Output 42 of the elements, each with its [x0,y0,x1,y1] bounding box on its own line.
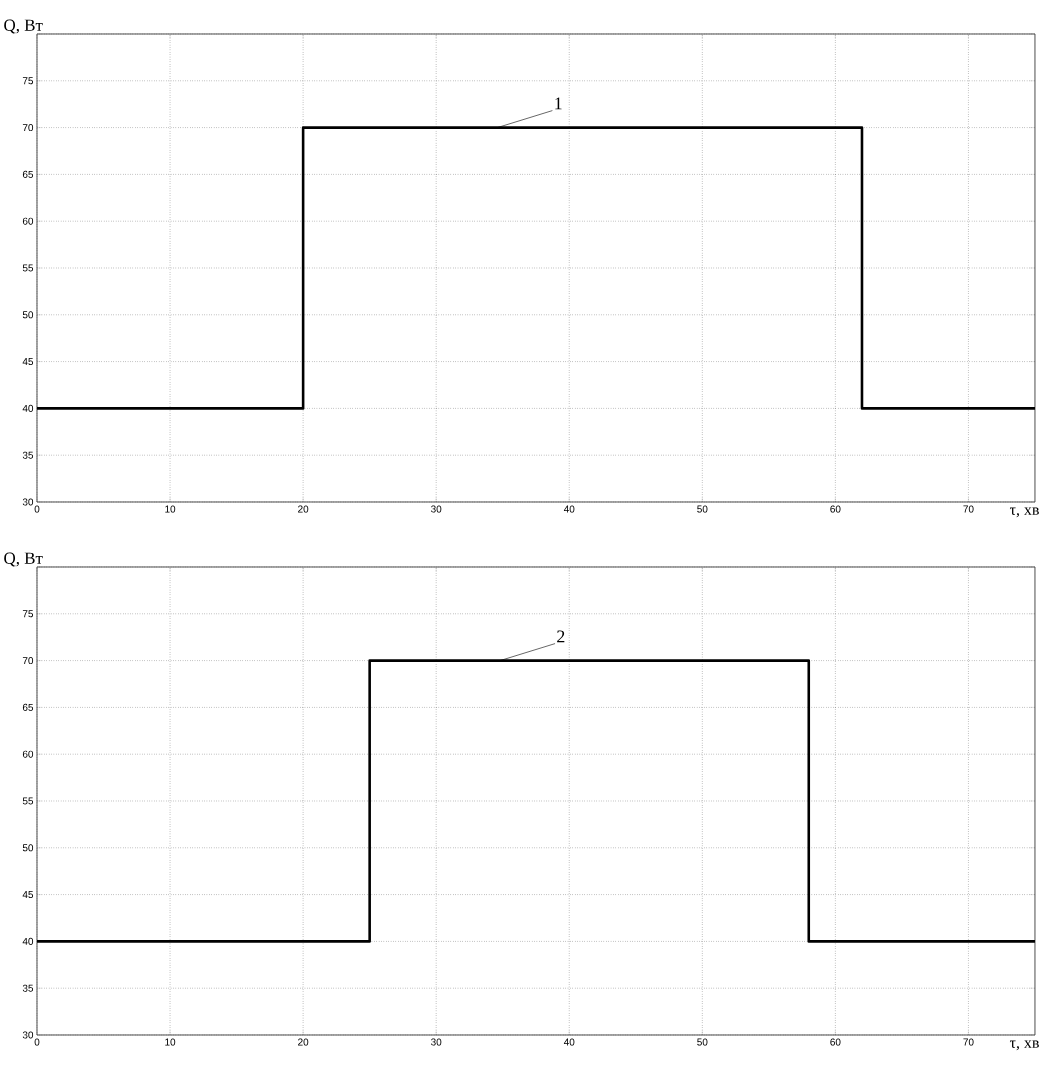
x-tick-label: 60 [830,1038,841,1046]
y-tick-label: 70 [22,124,34,132]
x-tick-label: 10 [165,1038,176,1046]
x-tick-label: 70 [963,505,974,513]
y-tick-label: 55 [22,264,34,272]
y-tick-label: 35 [22,984,34,992]
x-tick-label: 10 [165,505,176,513]
y-tick-label: 40 [22,404,34,412]
y-tick-label: 65 [22,170,34,178]
y-tick-label: 50 [22,311,34,319]
y-tick-label: 30 [22,1031,34,1039]
y-tick-label: 55 [22,797,34,805]
x-axis-title: τ, хв [1009,507,1039,518]
x-tick-label: 20 [298,505,309,513]
x-tick-label: 0 [34,505,40,513]
y-tick-label: 45 [22,891,34,899]
annotation: 2 [557,630,565,643]
x-axis-title: τ, хв [1009,1040,1039,1051]
y-axis-title: Q, Вт [4,19,43,34]
y-tick-label: 60 [22,217,34,225]
x-tick-label: 50 [697,1038,708,1046]
y-tick-label: 45 [22,358,34,366]
x-tick-label: 70 [963,1038,974,1046]
x-tick-label: 40 [563,1038,575,1046]
y-tick-label: 50 [22,844,34,852]
x-tick-label: 40 [563,505,575,513]
x-tick-label: 60 [830,505,841,513]
x-tick-label: 20 [298,1038,309,1046]
y-tick-label: 65 [22,703,34,711]
y-tick-label: 75 [22,610,34,618]
y-tick-label: 75 [22,77,34,85]
y-tick-label: 30 [22,498,34,506]
x-tick-label: 0 [34,1038,40,1046]
x-tick-label: 30 [431,505,442,513]
annotation: 1 [555,97,562,110]
x-tick-label: 30 [431,1038,442,1046]
y-tick-label: 60 [22,750,34,758]
y-tick-label: 40 [22,937,34,945]
x-tick-label: 50 [697,505,708,513]
y-tick-label: 70 [22,657,34,665]
y-axis-title: Q, Вт [4,552,43,567]
y-tick-label: 35 [22,451,34,459]
